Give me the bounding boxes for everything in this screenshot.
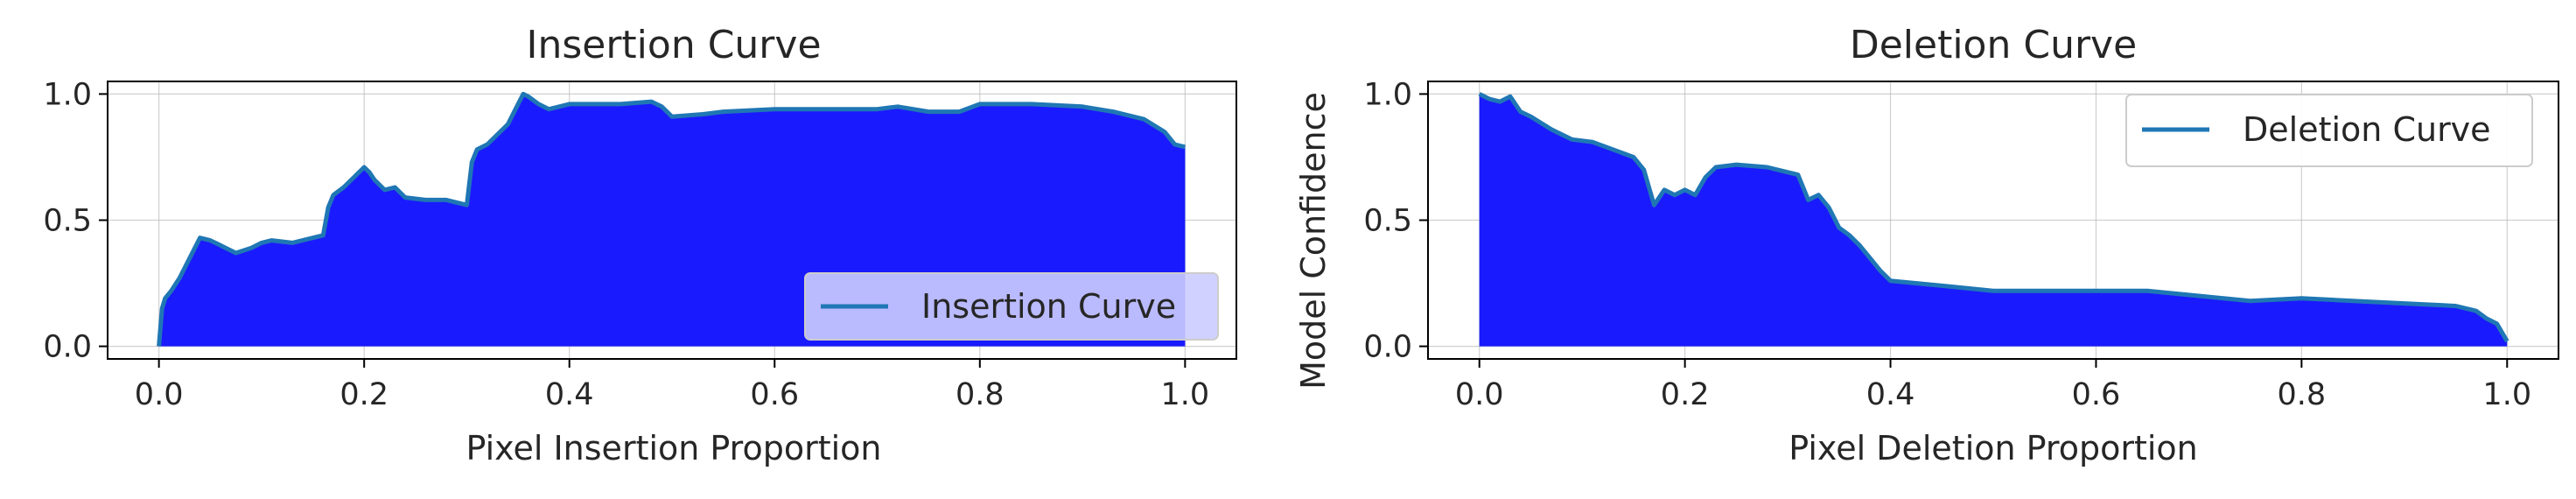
insertion-chart: Insertion Curve Pixel Insertion Proporti… bbox=[43, 23, 1237, 467]
insertion-x-tick-label: 0.0 bbox=[135, 377, 184, 412]
insertion-x-axis-label: Pixel Insertion Proportion bbox=[466, 429, 882, 467]
deletion-x-tick-label: 0.0 bbox=[1455, 377, 1504, 412]
deletion-y-axis-label: Model Confidence bbox=[1294, 92, 1333, 390]
insertion-legend-box bbox=[804, 272, 1219, 341]
insertion-y-tick-label: 0.0 bbox=[43, 330, 92, 365]
deletion-legend-box bbox=[2125, 94, 2533, 167]
insertion-legend-label: Insertion Curve bbox=[921, 287, 1176, 326]
deletion-x-tick-label: 1.0 bbox=[2482, 377, 2531, 412]
insertion-x-tick-label: 0.4 bbox=[545, 377, 594, 412]
deletion-chart-title: Deletion Curve bbox=[1850, 23, 2137, 67]
deletion-x-tick-label: 0.2 bbox=[1661, 377, 1710, 412]
insertion-x-tick-label: 0.2 bbox=[340, 377, 388, 412]
insertion-x-tick-label: 1.0 bbox=[1161, 377, 1210, 412]
insertion-y-tick-label: 0.5 bbox=[43, 204, 92, 239]
deletion-x-axis-label: Pixel Deletion Proportion bbox=[1788, 429, 2198, 467]
deletion-x-tick-label: 0.8 bbox=[2278, 377, 2327, 412]
insertion-x-tick-label: 0.8 bbox=[956, 377, 1004, 412]
insertion-series-line bbox=[157, 91, 1186, 347]
deletion-chart: Deletion Curve Pixel Deletion Proportion… bbox=[1294, 23, 2559, 467]
deletion-y-tick-label: 0.5 bbox=[1363, 204, 1412, 239]
insertion-legend: Insertion Curve bbox=[804, 272, 1219, 341]
deletion-legend: Deletion Curve bbox=[2125, 94, 2533, 167]
insertion-y-tick-label: 1.0 bbox=[43, 77, 92, 112]
deletion-x-tick-label: 0.4 bbox=[1866, 377, 1915, 412]
deletion-y-tick-label: 1.0 bbox=[1363, 77, 1412, 112]
deletion-x-tick-label: 0.6 bbox=[2072, 377, 2121, 412]
insertion-x-tick-label: 0.6 bbox=[750, 377, 799, 412]
insertion-chart-title: Insertion Curve bbox=[526, 23, 821, 67]
deletion-area-fill bbox=[1479, 94, 2508, 347]
deletion-series-line bbox=[1478, 92, 2510, 343]
deletion-legend-label: Deletion Curve bbox=[2243, 110, 2491, 149]
deletion-y-tick-label: 0.0 bbox=[1363, 330, 1412, 365]
